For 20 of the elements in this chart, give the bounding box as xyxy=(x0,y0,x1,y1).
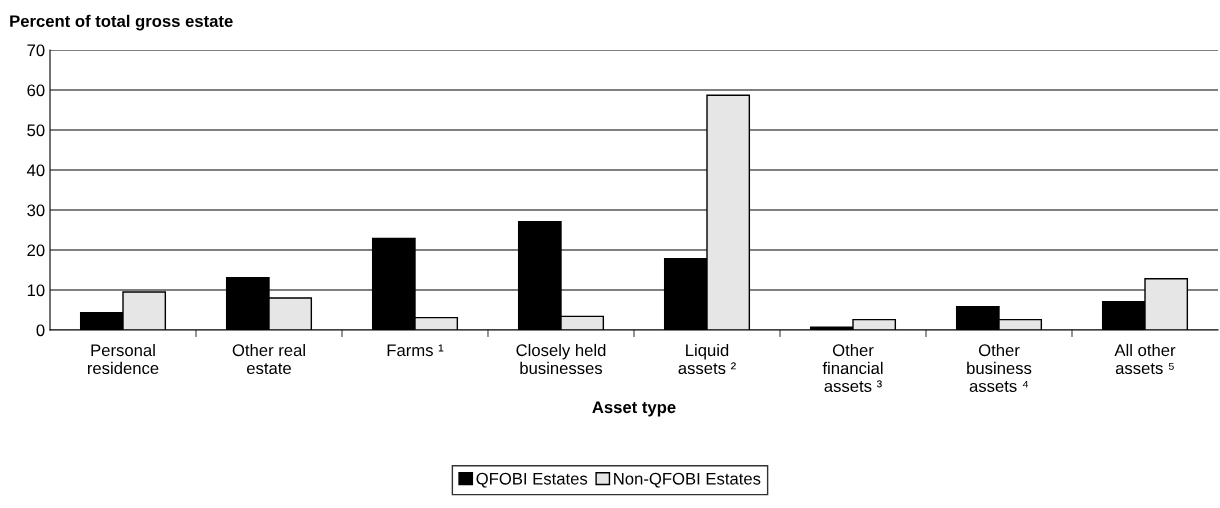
x-tick-label: Other financial assets ³ xyxy=(822,343,883,393)
y-tick-label: 0 xyxy=(36,324,45,337)
legend-label: QFOBI Estates xyxy=(476,472,588,488)
y-tick-label: 30 xyxy=(27,204,45,217)
y-tick-label: 20 xyxy=(27,244,45,257)
y-tick-label: 50 xyxy=(27,124,45,137)
legend-label: Non-QFOBI Estates xyxy=(614,472,761,488)
x-tick-label: Liquid assets ² xyxy=(678,343,736,375)
y-axis-title: Percent of total gross estate xyxy=(10,14,233,31)
x-tick-label: Other real estate xyxy=(232,343,305,375)
y-tick-label: 10 xyxy=(27,284,45,297)
x-axis-title: Asset type xyxy=(592,401,676,417)
x-tick-label: Farms ¹ xyxy=(387,344,444,357)
x-tick-label: Other business assets ⁴ xyxy=(967,343,1032,393)
y-tick-label: 70 xyxy=(27,44,45,57)
x-tick-label: Closely held businesses xyxy=(516,343,606,375)
y-tick-label: 40 xyxy=(26,164,45,177)
x-tick-label: Personal residence xyxy=(87,343,159,375)
x-tick-label: All other assets ⁵ xyxy=(1114,343,1176,375)
y-tick-label: 60 xyxy=(27,84,45,97)
